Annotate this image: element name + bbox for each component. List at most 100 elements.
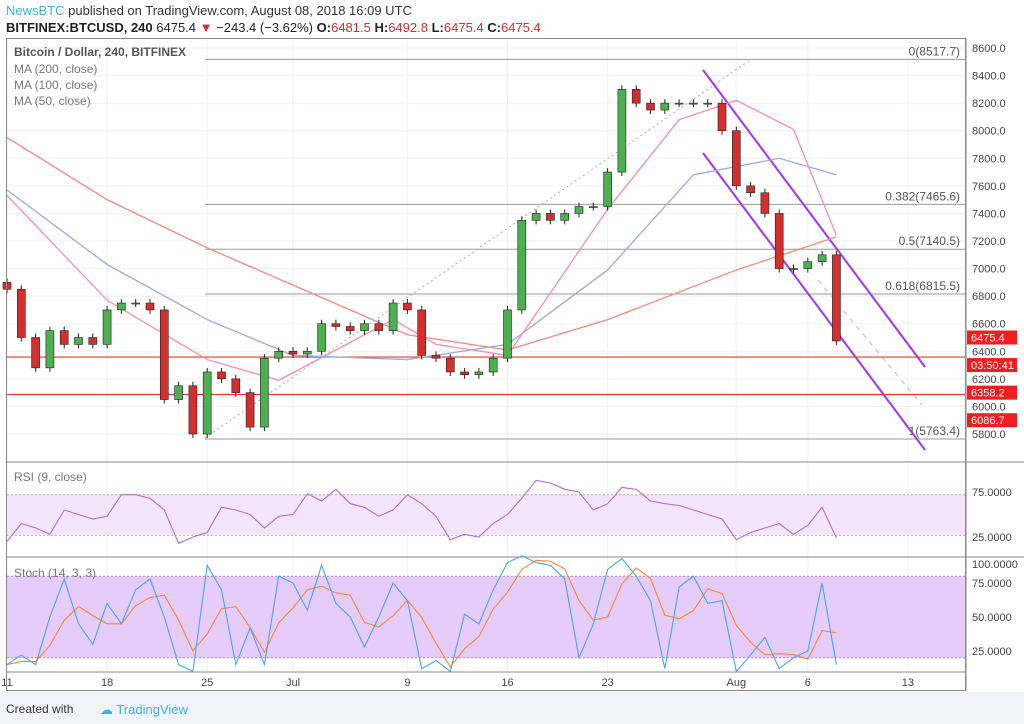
candle [160, 309, 169, 400]
candle [503, 309, 512, 359]
price-label-countdown [967, 358, 1017, 373]
candle [59, 330, 69, 345]
channel-upper-line [702, 69, 926, 368]
chart-frame [6, 38, 966, 691]
stoch-tick-label: 50.0000 [972, 612, 1012, 624]
price-tick-label: 8400.0 [972, 71, 1006, 83]
candle [331, 323, 341, 327]
symbol-info: BITFINEX:BTCUSD, 240 6475.4 ▼ −243.4 (−3… [6, 20, 541, 35]
price-label-level1-text: 6358.2 [971, 388, 1005, 400]
candle [403, 302, 412, 311]
legend-rsi[interactable]: RSI (9, close) [14, 470, 87, 484]
legend-stoch[interactable]: Stoch (14, 3, 3) [14, 566, 97, 580]
publish-text: published on TradingView.com, August 08,… [68, 3, 412, 18]
rsi-tick-label: 25.0000 [972, 532, 1012, 544]
date-tick-label: 25 [201, 677, 213, 689]
candle [16, 288, 26, 338]
footer: Created with ☁ TradingView [0, 692, 1024, 724]
ma200-line [6, 137, 837, 351]
ma50-line [6, 99, 838, 381]
symbol: BITFINEX:BTCUSD, 240 [6, 20, 153, 35]
candle [774, 213, 784, 269]
stoch-d-line [6, 559, 837, 668]
stoch-band [7, 576, 965, 658]
price-tick-label: 7400.0 [972, 208, 1006, 220]
date-tick-label: 9 [404, 677, 410, 689]
price-label-last-text: 6475.4 [971, 333, 1005, 345]
legend-ma200[interactable]: MA (200, close) [14, 62, 98, 76]
candle [488, 357, 498, 373]
candle [102, 309, 112, 345]
candle [317, 323, 326, 352]
date-tick-label: 13 [902, 677, 914, 689]
date-tick-label: Jul [286, 677, 300, 689]
price-tick-label: 7000.0 [972, 264, 1006, 276]
price-label-level2 [967, 413, 1017, 428]
candle [288, 350, 298, 355]
candle [531, 213, 541, 221]
tradingview-logo[interactable]: ☁ TradingView [100, 702, 188, 718]
candle [474, 371, 484, 376]
candle [817, 254, 827, 262]
candle [803, 261, 813, 269]
candle [617, 89, 627, 173]
candle [460, 371, 469, 376]
price-tick-label: 5800.0 [972, 429, 1006, 441]
open-value: 6481.5 [331, 20, 371, 35]
low-label: L: [431, 20, 444, 35]
candle [260, 357, 269, 428]
date-tick-label: 23 [601, 677, 613, 689]
price-label-level2-text: 6086.7 [971, 415, 1005, 427]
candle [374, 323, 384, 331]
fib-level-label: 0.5(7140.5) [899, 234, 960, 248]
candle [560, 213, 570, 221]
close-value: 6475.4 [500, 20, 541, 35]
candle [646, 102, 655, 111]
legend-ma100[interactable]: MA (100, close) [14, 78, 98, 92]
price-tick-label: 6000.0 [972, 401, 1006, 413]
candle [703, 102, 713, 105]
publish-info: NewsBTC published on TradingView.com, Au… [6, 3, 412, 18]
price-tick-label: 6400.0 [972, 346, 1006, 358]
price-change: −243.4 (−3.62%) [216, 20, 314, 35]
fib-level-label: 0.618(6815.5) [885, 279, 960, 293]
candle [302, 350, 312, 355]
close-label: C: [487, 20, 501, 35]
rsi-tick-label: 75.0000 [972, 487, 1012, 499]
candle [546, 213, 555, 221]
rsi-line [6, 479, 837, 545]
date-tick-label: Aug [727, 677, 747, 689]
price-tick-label: 8600.0 [972, 43, 1006, 55]
candle [674, 102, 684, 105]
price-tick-label: 7800.0 [972, 153, 1006, 165]
price-tick-label: 6200.0 [972, 374, 1006, 386]
candle [45, 330, 55, 369]
created-with: Created with [6, 702, 74, 716]
down-arrow-icon: ▼ [199, 20, 213, 35]
price-tick-label: 7200.0 [972, 236, 1006, 248]
candle [174, 385, 183, 400]
high-value: 6492.8 [388, 20, 428, 35]
candle [74, 337, 83, 345]
candle [832, 254, 841, 342]
date-tick-label: 11 [1, 677, 12, 689]
candle [588, 206, 598, 208]
publisher-link[interactable]: NewsBTC [6, 3, 65, 18]
candle [31, 337, 40, 369]
low-value: 6475.4 [443, 20, 484, 35]
projection-line [817, 279, 923, 406]
candle [746, 185, 755, 194]
last-price: 6475.4 [156, 20, 197, 35]
price-label-level1 [967, 385, 1017, 400]
date-tick-label: 6 [805, 677, 811, 689]
fib-level-label: 1(5763.4) [909, 424, 960, 438]
candle [388, 302, 398, 331]
candle [217, 371, 226, 380]
legend-ma50[interactable]: MA (50, close) [14, 94, 91, 108]
candle [145, 302, 155, 311]
channel-lower-line [702, 152, 926, 451]
price-tick-label: 7600.0 [972, 181, 1006, 193]
tradingview-cloud-icon: ☁ [100, 702, 113, 717]
high-label: H: [374, 20, 389, 35]
